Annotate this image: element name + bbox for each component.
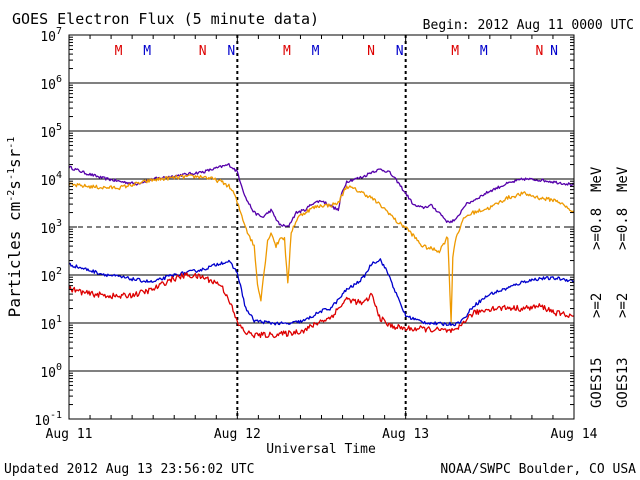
y-tick-exponent: 5 bbox=[56, 122, 62, 133]
y-tick-base: 10 bbox=[40, 222, 56, 237]
y-axis-label-part: -2 bbox=[6, 190, 17, 202]
y-tick-base: 10 bbox=[40, 30, 56, 45]
series-line bbox=[68, 272, 575, 339]
event-marker: M bbox=[283, 44, 291, 59]
y-axis-label: Particles cm-2s-1sr-1 bbox=[5, 137, 24, 318]
gridlines bbox=[69, 82, 574, 372]
series-layer bbox=[68, 162, 575, 339]
event-marker: M bbox=[115, 44, 123, 59]
event-marker: N bbox=[535, 44, 543, 59]
y-tick-label: 104 bbox=[40, 170, 62, 189]
legend-entry-goes13-2mev: >=2 bbox=[615, 293, 631, 318]
y-tick-label: 100 bbox=[40, 362, 62, 381]
x-tick-label: Aug 11 bbox=[46, 427, 93, 442]
series-line bbox=[68, 174, 575, 323]
series-line bbox=[68, 258, 575, 327]
y-tick-exponent: 3 bbox=[56, 218, 62, 229]
begin-label: Begin: 2012 Aug 11 0000 UTC bbox=[423, 18, 634, 33]
y-tick-base: 10 bbox=[34, 414, 50, 429]
footer-source: NOAA/SWPC Boulder, CO USA bbox=[440, 462, 636, 477]
y-axis-label-part: Particles cm bbox=[5, 202, 24, 318]
y-tick-label: 105 bbox=[40, 122, 62, 141]
y-tick-exponent: 1 bbox=[56, 314, 62, 325]
y-tick-label: 106 bbox=[40, 74, 62, 93]
legend-satellite-goes13: GOES13 bbox=[615, 357, 631, 408]
x-axis-label: Universal Time bbox=[266, 442, 376, 457]
y-tick-label: 101 bbox=[40, 314, 62, 333]
y-tick-label: 10-1 bbox=[34, 410, 62, 429]
legend-entry-goes15-2mev: >=2 bbox=[589, 293, 605, 318]
legend-satellite-goes15: GOES15 bbox=[589, 357, 605, 408]
y-tick-label: 102 bbox=[40, 266, 62, 285]
legend: >=2 >=2 >=0.8 >=0.8 MeV MeV GOES15 GOES1… bbox=[589, 166, 631, 408]
event-marker: M bbox=[143, 44, 151, 59]
legend-entry-goes15-08mev: >=0.8 bbox=[589, 208, 605, 250]
x-tick-label: Aug 13 bbox=[382, 427, 429, 442]
event-marker: N bbox=[199, 44, 207, 59]
chart-title: GOES Electron Flux (5 minute data) bbox=[12, 10, 319, 28]
series-line bbox=[68, 162, 575, 227]
x-tick-label: Aug 14 bbox=[551, 427, 598, 442]
y-tick-exponent: 2 bbox=[56, 266, 62, 277]
y-tick-base: 10 bbox=[40, 270, 56, 285]
legend-unit-mev: MeV bbox=[589, 166, 605, 192]
y-tick-exponent: 0 bbox=[56, 362, 62, 373]
y-tick-label: 103 bbox=[40, 218, 62, 237]
event-marker: N bbox=[227, 44, 235, 59]
y-axis-label-part: s bbox=[5, 180, 24, 190]
event-marker: N bbox=[396, 44, 404, 59]
y-tick-exponent: 7 bbox=[56, 26, 62, 37]
y-axis-label-part: -1 bbox=[6, 168, 17, 180]
y-tick-exponent: -1 bbox=[50, 410, 62, 421]
y-axis-label-part: sr bbox=[5, 148, 24, 168]
event-marker: M bbox=[480, 44, 488, 59]
event-marker: N bbox=[550, 44, 558, 59]
footer-updated-timestamp: Updated 2012 Aug 13 23:56:02 UTC bbox=[4, 462, 254, 477]
y-axis-label-part: -1 bbox=[6, 137, 17, 149]
y-tick-exponent: 6 bbox=[56, 74, 62, 85]
legend-unit-mev: MeV bbox=[615, 166, 631, 192]
event-marker: M bbox=[451, 44, 459, 59]
y-tick-exponent: 4 bbox=[56, 170, 62, 181]
legend-entry-goes13-08mev: >=0.8 bbox=[615, 208, 631, 250]
y-tick-label: 107 bbox=[40, 26, 62, 45]
event-marker: M bbox=[312, 44, 320, 59]
y-tick-base: 10 bbox=[40, 126, 56, 141]
x-tick-label: Aug 12 bbox=[214, 427, 261, 442]
y-tick-base: 10 bbox=[40, 174, 56, 189]
y-tick-base: 10 bbox=[40, 78, 56, 93]
event-marker: N bbox=[367, 44, 375, 59]
y-tick-base: 10 bbox=[40, 366, 56, 381]
y-tick-base: 10 bbox=[40, 318, 56, 333]
